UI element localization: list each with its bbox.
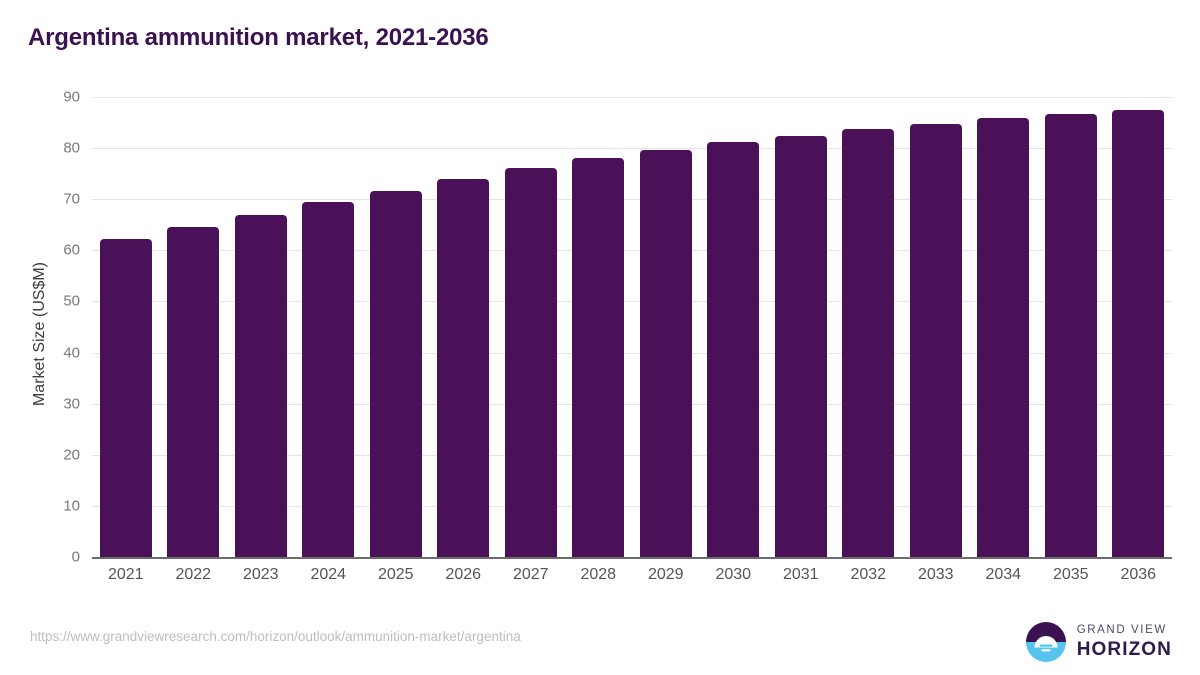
x-axis-tick-label-2033: 2033 [917, 566, 954, 583]
x-axis-tick-label-2028: 2028 [580, 566, 617, 583]
y-axis-tick-label: 80 [63, 139, 80, 157]
x-axis-tick-label-2021: 2021 [107, 566, 144, 583]
gridline [92, 250, 1172, 252]
bar-2029[interactable] [639, 150, 692, 557]
y-axis-tick-label: 20 [63, 446, 80, 464]
gridline [92, 352, 1172, 354]
logo-line-1: GRAND VIEW [1076, 624, 1167, 637]
brand-logo: GRAND VIEW HORIZON [1024, 620, 1172, 664]
x-axis-tick-label-2022: 2022 [175, 566, 212, 583]
gridline [92, 454, 1172, 456]
bar-2033[interactable] [909, 123, 962, 557]
x-axis-tick-label-2027: 2027 [512, 566, 549, 583]
gridline [92, 97, 1172, 98]
x-axis-tick-label-2023: 2023 [242, 566, 279, 583]
logo-line-2: HORIZON [1076, 638, 1172, 660]
x-axis-tick-label-2029: 2029 [647, 566, 684, 583]
source-url[interactable]: https://www.grandviewresearch.com/horizo… [30, 629, 521, 644]
x-axis-tick-label-2025: 2025 [377, 566, 414, 583]
bar-2025[interactable] [369, 190, 422, 557]
page-title: Argentina ammunition market, 2021-2036 [28, 24, 489, 51]
bar-2026[interactable] [437, 178, 490, 557]
y-axis-tick-label: 60 [63, 241, 80, 259]
x-axis-tick-label-2032: 2032 [850, 566, 887, 583]
x-axis-tick-label-2024: 2024 [310, 566, 347, 583]
bar-2034[interactable] [977, 118, 1030, 557]
x-axis-line [92, 557, 1172, 559]
bar-2028[interactable] [572, 157, 625, 557]
y-axis-tick-label: 70 [63, 190, 80, 208]
bar-2024[interactable] [302, 202, 355, 557]
bar-2021[interactable] [99, 239, 152, 557]
gridline [92, 403, 1172, 405]
gridline [92, 505, 1172, 507]
logo-wordmark: GRAND VIEW HORIZON [1077, 625, 1172, 659]
y-axis-tick-label: 30 [63, 395, 80, 413]
bar-2036[interactable] [1112, 110, 1165, 557]
bar-2030[interactable] [707, 142, 760, 557]
bar-2032[interactable] [842, 128, 895, 557]
y-axis-tick-label: 10 [63, 497, 80, 515]
bar-2031[interactable] [774, 135, 827, 557]
x-axis-tick-label-2031: 2031 [782, 566, 819, 583]
bar-2035[interactable] [1044, 114, 1097, 557]
gridline [92, 199, 1172, 201]
gridline [92, 301, 1172, 303]
bar-2023[interactable] [234, 214, 287, 557]
gridline [92, 148, 1172, 150]
bar-2027[interactable] [504, 168, 557, 557]
y-axis-tick-label: 50 [63, 292, 80, 310]
y-axis-tick-label: 40 [63, 344, 80, 362]
x-axis-tick-label-2034: 2034 [985, 566, 1022, 583]
x-axis-tick-label-2026: 2026 [445, 566, 482, 583]
y-axis-tick-label: 0 [71, 548, 80, 566]
y-axis-tick-label: 90 [63, 88, 80, 106]
grand-view-horizon-logo-icon [1025, 622, 1066, 662]
x-axis-tick-label-2036: 2036 [1120, 566, 1157, 583]
x-axis-tick-label-2035: 2035 [1052, 566, 1089, 583]
x-axis-tick-label-2030: 2030 [715, 566, 752, 583]
bar-2022[interactable] [167, 226, 220, 557]
